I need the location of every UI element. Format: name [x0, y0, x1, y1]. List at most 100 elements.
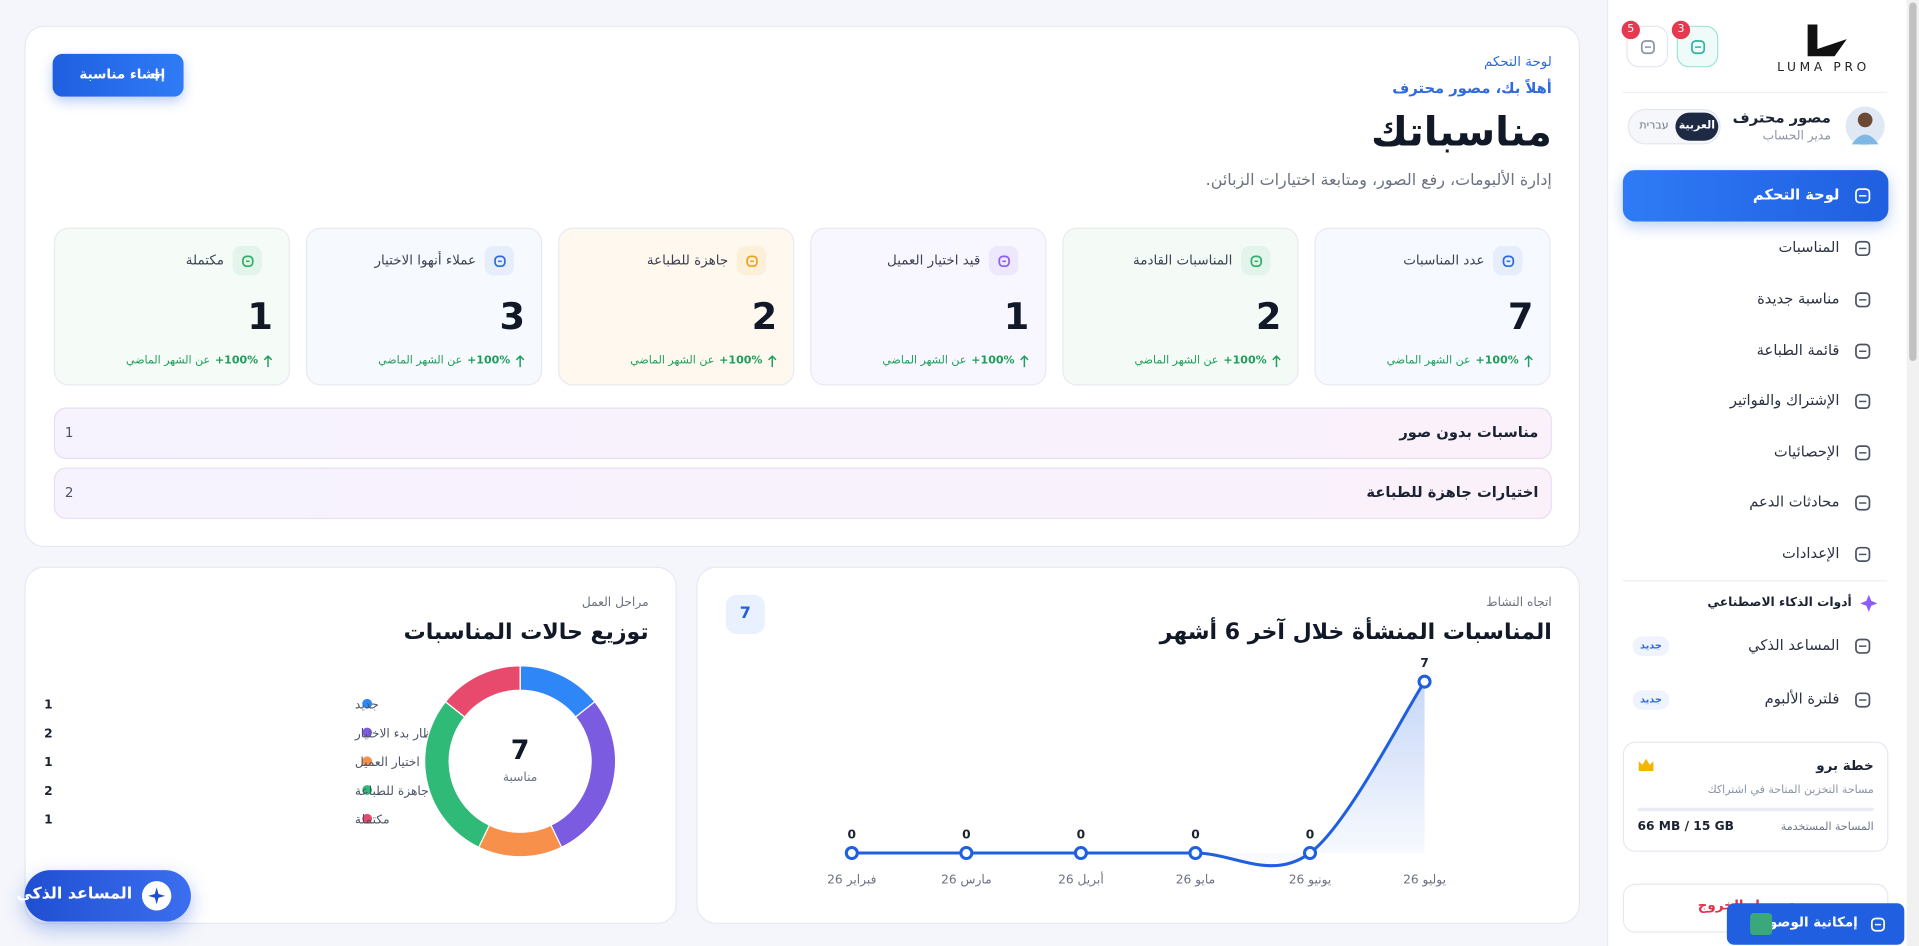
- stat-value: 2: [1255, 296, 1282, 340]
- create-button[interactable]: إنشاء مناسبة: [79, 66, 166, 82]
- stat-value: 2: [751, 296, 778, 340]
- point: [1188, 845, 1203, 861]
- donut-segment: [550, 700, 617, 849]
- data-label: 0: [1191, 827, 1200, 841]
- language-option-active[interactable]: العربية: [1675, 112, 1719, 141]
- arrow: [1020, 354, 1029, 367]
- donut-segment: [424, 700, 491, 849]
- legend-dot: [362, 785, 373, 795]
- stat-label: المناسبات القادمة: [1133, 252, 1233, 269]
- trend-note: عن الشهر الماضي: [126, 354, 211, 368]
- legend-label: جديد: [355, 698, 379, 712]
- nav-item[interactable]: محادثات الدعم: [1749, 493, 1840, 511]
- language-option[interactable]: עברית: [1639, 119, 1669, 133]
- stat-trend: +100% عن الشهر الماضي: [126, 354, 273, 368]
- scrollbar-thumb: [1909, 2, 1917, 362]
- arrow: [1524, 354, 1533, 367]
- point: [844, 845, 859, 861]
- notification-badge: 5: [1621, 20, 1640, 40]
- x-tick-label: مارس 26: [941, 873, 992, 888]
- trend-arrow: [768, 354, 777, 367]
- donut-chart: جديد 1 بانتظار بدء الاختيار 2 قيد اختيار الع…: [44, 665, 617, 858]
- x-tick-label: أبريل 26: [1058, 872, 1104, 888]
- avatar-head: [1857, 112, 1873, 128]
- nav-item[interactable]: المساعد الذكي: [1748, 636, 1840, 654]
- icon: [1502, 254, 1514, 267]
- stat-label: مكتملة: [185, 252, 224, 269]
- nav-item[interactable]: الإعدادات: [1781, 544, 1840, 562]
- icon: [1855, 188, 1871, 204]
- stat-label: عملاء أنهوا الاختيار: [374, 252, 477, 269]
- trend-arrow: [1020, 354, 1029, 367]
- trend-arrow: [1272, 354, 1281, 367]
- user-name: مصور محترف: [1732, 108, 1831, 127]
- alert-label: مناسبات بدون صور: [1399, 423, 1539, 441]
- chart-eyebrow: اتجاه النشاط: [1486, 596, 1552, 610]
- point: [1417, 674, 1432, 689]
- nav-item[interactable]: فلترة الألبوم: [1764, 690, 1840, 708]
- nav-item-active[interactable]: لوحة التحكم: [1752, 186, 1840, 204]
- alert-row[interactable]: [53, 407, 1552, 459]
- stat-value: 7: [1507, 296, 1534, 340]
- area-fill: [851, 681, 1425, 866]
- sparkle: [148, 887, 166, 905]
- icon: [1855, 343, 1871, 359]
- nav-item[interactable]: المناسبات: [1778, 238, 1840, 256]
- legend-label: بانتظار بدء الاختيار: [354, 726, 447, 741]
- icon-shape: [1855, 495, 1871, 511]
- page-title: مناسباتك: [1371, 107, 1552, 156]
- legend-dot: [362, 727, 373, 738]
- legend-value: 1: [44, 813, 53, 827]
- donut-center-value: 7: [511, 735, 530, 766]
- legend-value: 2: [44, 784, 53, 798]
- trend-change: +100%: [971, 354, 1015, 368]
- data-label: 0: [1306, 827, 1315, 841]
- legend-dot: [362, 698, 373, 709]
- accessibility-logo: [1750, 912, 1773, 936]
- logo-mark: [1807, 24, 1847, 57]
- donut-center-label: مناسبة: [503, 770, 537, 784]
- legend-dot: [362, 756, 373, 767]
- stat-value: 1: [247, 296, 273, 340]
- nav-item[interactable]: مناسبة جديدة: [1757, 290, 1840, 308]
- avatar-body: [1851, 134, 1879, 145]
- legend-label: قيد اختيار العميل: [355, 755, 440, 770]
- icon-shape: [1855, 188, 1871, 204]
- arrow: [1272, 354, 1281, 367]
- trend-arrow: [263, 354, 273, 367]
- icon: [1855, 546, 1871, 562]
- icon: [1249, 254, 1262, 267]
- icon: [1690, 39, 1705, 54]
- icon: [493, 254, 506, 267]
- nav-item[interactable]: الإحصائيات: [1773, 443, 1840, 461]
- assistant-button[interactable]: المساعد الذكي: [16, 884, 133, 904]
- legend-value: 1: [44, 698, 53, 712]
- arrow: [515, 354, 525, 367]
- icon-shape: [1855, 692, 1871, 708]
- stat-label: جاهزة للطباعة: [646, 252, 729, 269]
- nav-item[interactable]: قائمة الطباعة: [1756, 341, 1840, 359]
- stat-value: 1: [1003, 296, 1030, 340]
- stat-label: عدد المناسبات: [1403, 252, 1485, 269]
- icon: [1855, 495, 1871, 511]
- notification-badge: 3: [1671, 20, 1691, 40]
- icon: [1855, 445, 1871, 461]
- icon: [997, 254, 1010, 267]
- plan-description: مساحة التخزين المتاحة في اشتراكك: [1707, 784, 1874, 797]
- usage-value: 66 MB / 15 GB: [1637, 819, 1734, 834]
- progress-track: [1637, 807, 1874, 812]
- icon-shape: [1855, 240, 1871, 257]
- x-tick-label: فبراير 26: [827, 873, 876, 888]
- accessibility-button[interactable]: إمكانية الوصول: [1757, 914, 1858, 931]
- nav-item[interactable]: الإشتراك والفواتير: [1729, 391, 1840, 409]
- trend-note: عن الشهر الماضي: [630, 354, 715, 368]
- sparkle: [1860, 594, 1878, 612]
- user-role: مدير الحساب: [1762, 129, 1831, 144]
- chart-eyebrow: مراحل العمل: [581, 596, 649, 610]
- plan-card: [1622, 741, 1889, 852]
- chart-badge: 7: [725, 594, 765, 634]
- alert-row[interactable]: [53, 467, 1552, 519]
- card: [696, 566, 1580, 925]
- data-label: 0: [962, 827, 971, 841]
